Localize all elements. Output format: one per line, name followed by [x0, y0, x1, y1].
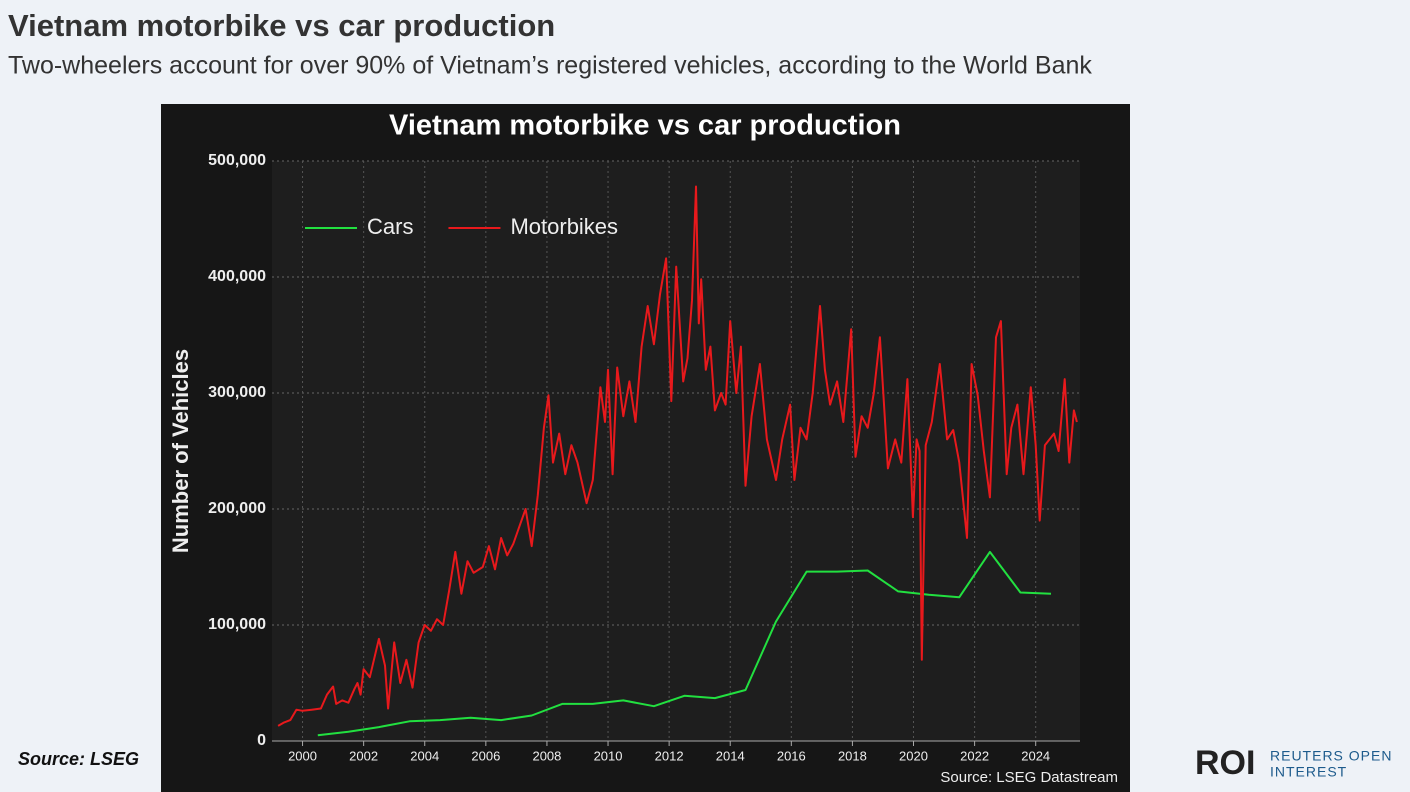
y-tick-label: 500,000: [208, 152, 266, 169]
y-axis-label: Number of Vehicles: [168, 349, 193, 553]
page-title: Vietnam motorbike vs car production: [8, 8, 555, 43]
logo-text: INTEREST: [1270, 764, 1347, 780]
y-tick-label: 400,000: [208, 268, 266, 285]
page-source: Source: LSEG: [18, 749, 139, 769]
x-tick-label: 2014: [716, 748, 745, 763]
y-tick-label: 200,000: [208, 500, 266, 517]
logo-mark: ROI: [1195, 744, 1255, 782]
y-tick-label: 300,000: [208, 384, 266, 401]
series-line: [317, 550, 1052, 737]
x-tick-label: 2006: [471, 748, 500, 763]
x-tick-label: 2020: [899, 748, 928, 763]
x-tick-label: 2018: [838, 748, 867, 763]
legend-label: Cars: [367, 214, 413, 239]
y-tick-label: 0: [257, 732, 266, 749]
x-tick-label: 2004: [410, 748, 439, 763]
x-tick-label: 2010: [594, 748, 623, 763]
chart-source: Source: LSEG Datastream: [940, 769, 1118, 786]
plot-area: [272, 161, 1080, 741]
legend-label: Motorbikes: [510, 214, 618, 239]
x-tick-label: 2002: [349, 748, 378, 763]
x-tick-label: 2008: [532, 748, 561, 763]
y-tick-label: 100,000: [208, 616, 266, 633]
page-subtitle: Two-wheelers account for over 90% of Vie…: [8, 52, 1092, 80]
x-tick-label: 2022: [960, 748, 989, 763]
x-tick-label: 2000: [288, 748, 317, 763]
logo-text: REUTERS OPEN: [1270, 748, 1392, 764]
x-tick-label: 2024: [1021, 748, 1050, 763]
x-tick-label: 2012: [655, 748, 684, 763]
series-line: [277, 185, 1078, 727]
x-tick-label: 2016: [777, 748, 806, 763]
chart-title: Vietnam motorbike vs car production: [389, 110, 901, 142]
